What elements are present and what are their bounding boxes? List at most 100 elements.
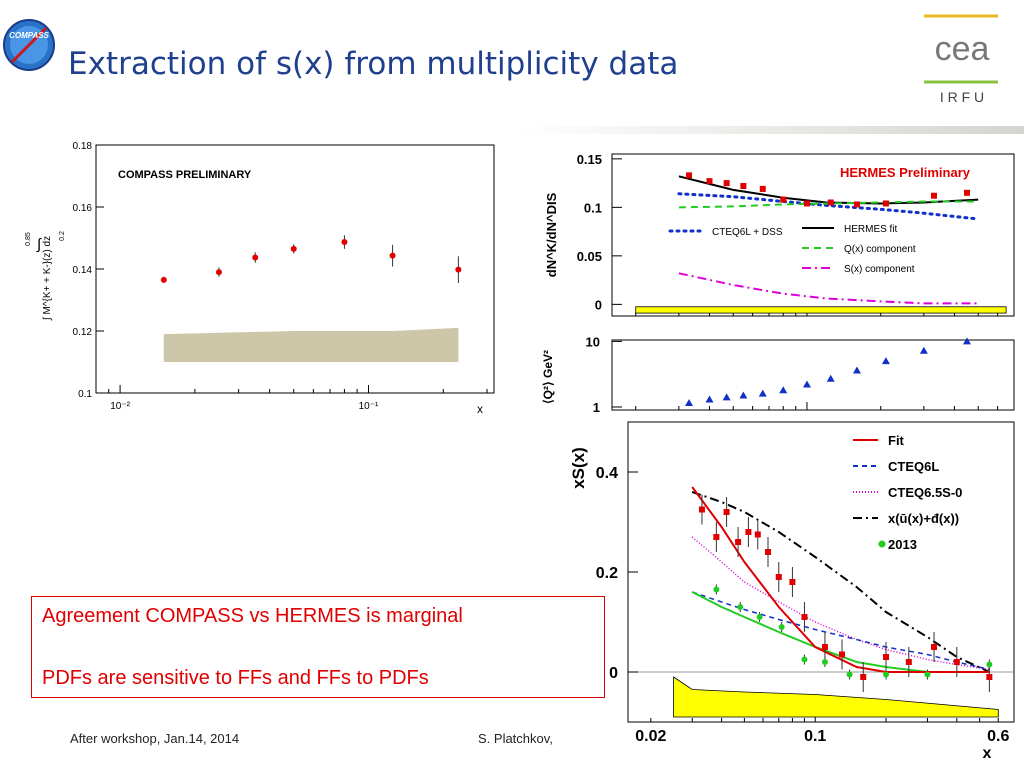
hermes-legend-label: CTEQ6L + DSS [712,227,783,238]
xs-green-data-point [883,671,890,678]
xs-legend-label: CTEQ6L [888,459,939,474]
xs-green-data-point [821,659,828,665]
cea-irfu-logo: cea I R F U [924,14,998,105]
xs-green-data-point [713,586,720,593]
xs-red-data-point [765,549,772,555]
hermes-data-point [723,180,730,187]
compass-logo: COMPASS [3,19,55,71]
xs-green-data-point [846,671,853,678]
xs-red-data-point [883,654,890,660]
xs-green-data-point [924,671,931,678]
hermes-data-point [686,172,693,179]
q2-data-point [779,386,788,394]
compass-data-point [455,266,462,273]
xs-red-data-point [775,574,782,580]
compass-xtick-label: 10⁻¹ [359,401,379,412]
footer-left: After workshop, Jan.14, 2014 [70,731,240,746]
xs-red-data-point [860,674,867,680]
xs-systematic-band [673,676,999,718]
compass-data-point [389,252,396,259]
cea-logo-text: cea [935,30,990,68]
irfu-logo-text: I R F U [940,89,984,105]
q2-data-point [962,337,971,345]
hermes-legend-label: Q(x) component [844,244,916,255]
xs-red-data-point [713,534,720,540]
hermes-data-point [759,185,766,192]
hermes-ytick-label: 0 [595,297,602,312]
q2-data-point [705,395,714,403]
hermes-ytick-label: 0.15 [577,152,602,167]
q2-ytick-label: 10 [586,334,600,349]
slide-title: Extraction of s(x) from multiplicity dat… [68,46,679,82]
compass-data-point [290,245,297,252]
xs-xtick-label: 0.02 [635,728,666,745]
hermes-plot-frame [611,153,1015,317]
compass-xlabel: x [477,402,483,416]
hermes-data-point [803,200,810,207]
compass-ylabel: ∫ M^{K+ + K-}(z) dz [42,236,53,321]
xs-green-data-point [801,656,808,663]
xs-chart: 0 0.2 0.4 0.02 0.1 0.6 xS(x) x Fit CTEQ6L CTEQ6… [569,421,1015,762]
notes-box: Agreement COMPASS vs HERMES is marginal … [31,596,605,698]
xs-red-data-point [931,644,938,650]
hermes-legend-label: S(x) component [844,264,915,275]
xs-red-data-point [789,579,796,585]
footer-right: S. Platchkov, [478,731,553,746]
xs-red-data-point [953,659,960,665]
hermes-ytick-label: 0.05 [577,249,602,264]
note-line-2: PDFs are sensitive to FFs and FFs to PDF… [42,667,429,689]
hermes-data-point [706,178,713,185]
xs-red-data-point [745,529,752,535]
compass-ytick-label: 0.16 [73,203,93,214]
hermes-data-point [740,183,747,190]
integral-sign-icon: ∫ [36,236,43,253]
compass-data-point [215,269,222,276]
compass-xtick-label: 10⁻² [110,401,130,412]
xs-red-data-point [698,506,705,513]
compass-ylabel-lower: 0.2 [59,231,66,241]
hermes-data-point [882,200,889,207]
xs-green-data-point [778,624,785,630]
hermes-data-point [827,199,834,206]
ubar-dbar-curve [691,491,990,673]
q2-data-point [722,393,731,401]
compass-ytick-label: 0.1 [78,389,92,400]
q-component-curve [678,200,979,209]
xs-red-data-point [986,674,993,680]
compass-ylabel-text: ∫ M^{K+ + K-}(z) dz [42,236,53,321]
xs-red-data-point [735,539,742,545]
xs-legend-label: x(ū(x)+đ(x)) [888,511,959,526]
hermes-data-point [963,189,970,196]
hermes-legend: HERMES fit CTEQ6L + DSS Q(x) component S(x)… [668,224,916,275]
xs-legend: Fit CTEQ6L CTEQ6.5S-0 x(ū(x)+đ(x)) 2013 [853,433,962,552]
xs-green-data-point [737,604,744,610]
xs-ytick-label: 0.2 [596,565,618,582]
q2-data-point [881,357,890,365]
hermes-chart-title: HERMES Preliminary [840,165,971,180]
q2-data-point [758,389,767,397]
xs-xlabel: x [983,745,992,762]
xs-ytick-label: 0 [609,665,618,682]
hermes-systematic-band [635,306,1007,314]
xs-red-data-point [801,614,808,620]
xs-green-data-point [986,661,993,668]
xs-legend-label: Fit [888,433,905,448]
header-divider [516,126,1024,134]
xs-red-data-point [839,651,846,658]
xs-legend-label: CTEQ6.5S-0 [888,485,962,500]
note-line-1: Agreement COMPASS vs HERMES is marginal [42,605,463,627]
compass-logo-text: COMPASS [9,31,50,40]
xs-red-data-point [754,531,761,538]
compass-data-point [341,239,348,246]
compass-ylabel-upper: 0.85 [25,232,32,246]
q2-data-point [739,391,748,399]
xs-legend-swatch [878,540,886,548]
xs-xtick-label: 0.6 [987,728,1009,745]
compass-chart-title: COMPASS PRELIMINARY [118,169,252,181]
q2-data-point [802,380,811,388]
q2-plot-frame [611,339,1015,411]
hermes-data-point [853,201,860,208]
q2-ylabel: ⟨Q²⟩ GeV² [541,350,555,404]
xs-ytick-label: 0.4 [596,465,618,482]
fit-curve [691,486,990,673]
